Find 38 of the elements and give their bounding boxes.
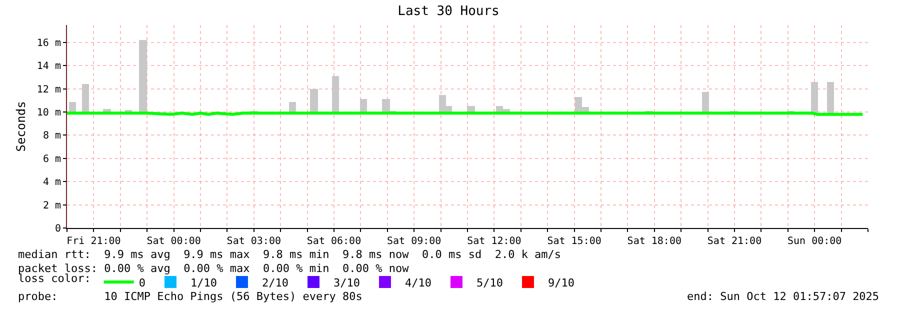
x-tick-label: Fri 21:00 xyxy=(66,236,121,247)
chart-title: Last 30 Hours xyxy=(398,4,500,20)
y-tick-label: 0 xyxy=(54,224,61,234)
bar xyxy=(827,82,834,114)
x-tick-label: Sat 09:00 xyxy=(387,236,442,247)
x-tick-label: Sat 21:00 xyxy=(707,236,762,247)
bar xyxy=(82,84,89,114)
text: probe: 10 ICMP Echo Pings (56 Bytes) every 80s xyxy=(18,290,362,303)
y-tick-label: 8 m xyxy=(42,130,61,142)
y-tick-label: 4 m xyxy=(42,177,61,188)
legend-label: 2/10 xyxy=(262,276,288,290)
legend-label: 1/10 xyxy=(190,276,217,290)
bar xyxy=(139,40,147,114)
bar xyxy=(332,76,339,114)
x-tick-label: Sat 15:00 xyxy=(547,236,602,247)
y-axis-title: Seconds xyxy=(14,101,28,152)
bar xyxy=(811,82,818,114)
y-tick-label: 2 m xyxy=(42,200,61,212)
x-tick-label: Sat 03:00 xyxy=(226,236,281,247)
y-tick-label: 14 m xyxy=(36,61,61,72)
x-tick-label: Sat 12:00 xyxy=(467,236,522,247)
text: end: Sun Oct 12 01:57:07 2025 xyxy=(687,290,880,303)
x-tick-label: Sat 00:00 xyxy=(146,236,201,247)
legend-label: 0 xyxy=(138,276,146,290)
legend-label: 3/10 xyxy=(333,276,360,290)
y-tick-label: 12 m xyxy=(36,84,61,96)
bar xyxy=(310,89,318,114)
text: median rtt: 9.9 ms avg 9.9 ms max 9.8 ms min 9.8 ms now 0.0 ms sd 2.0 k am/s xyxy=(18,248,562,261)
legend-label: 5/10 xyxy=(476,276,503,290)
legend-label: 4/10 xyxy=(404,276,432,290)
x-tick-label: Sat 06:00 xyxy=(306,236,362,247)
text: packet loss: 0.00 % avg 0.00 % max 0.00 % min 0.00 % now xyxy=(18,262,410,275)
legend-label: 9/10 xyxy=(548,276,574,290)
x-tick-label: Sat 18:00 xyxy=(627,236,682,247)
y-tick-label: 10 m xyxy=(36,108,61,118)
y-tick-label: 6 m xyxy=(42,154,61,165)
x-tick-label: Sun 00:00 xyxy=(788,236,842,247)
y-tick-label: 16 m xyxy=(36,38,61,49)
